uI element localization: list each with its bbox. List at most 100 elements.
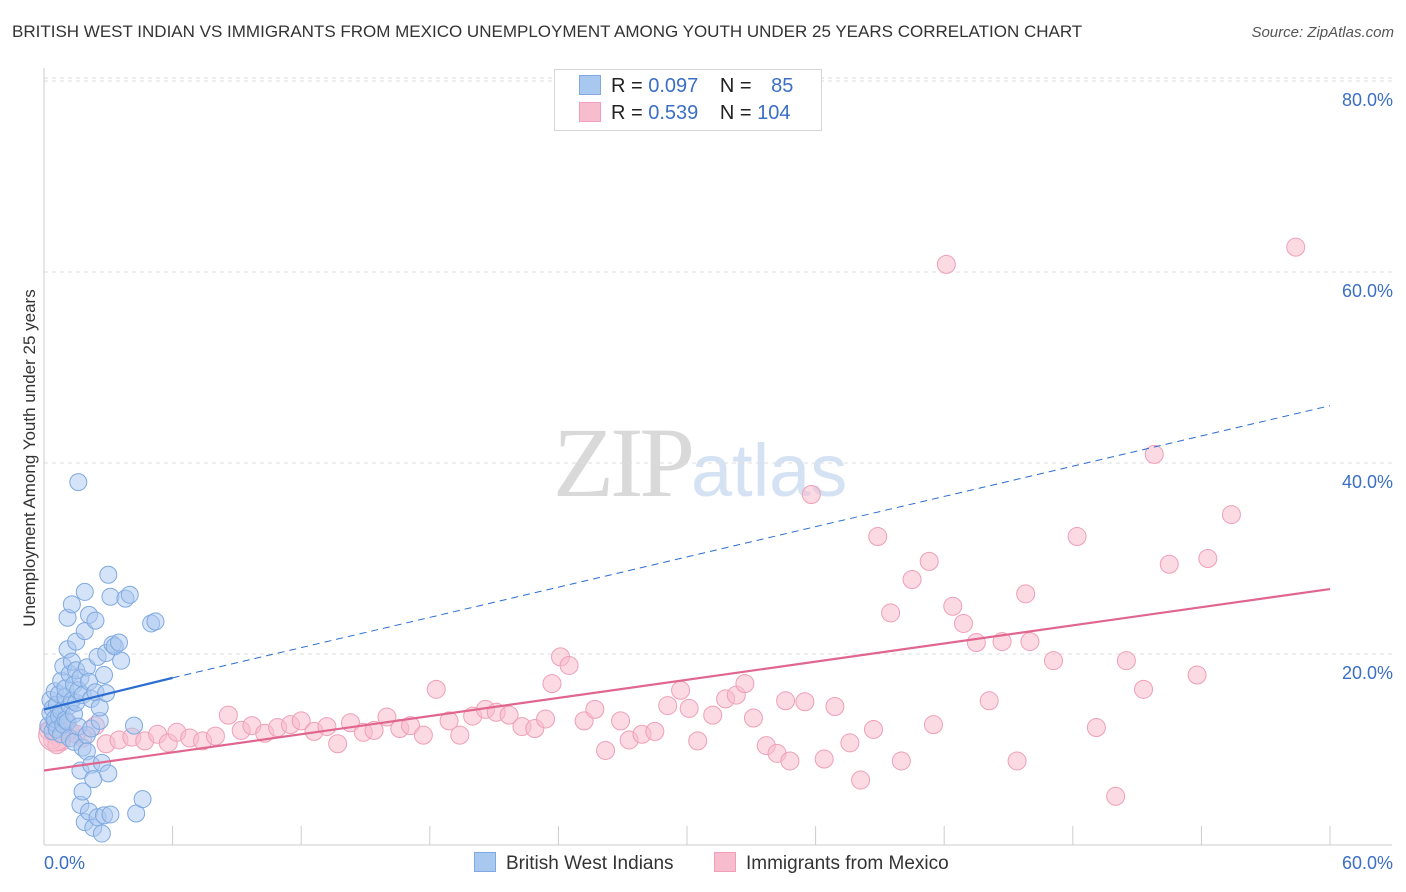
data-point-immigrants-from-mexico <box>218 705 238 725</box>
data-point-immigrants-from-mexico <box>1198 549 1218 568</box>
data-point-immigrants-from-mexico <box>801 485 821 505</box>
chart-source: Source: ZipAtlas.com <box>1251 24 1394 41</box>
y-axis-label: Unemployment Among Youth under 25 years <box>20 289 39 627</box>
y-tick-label: 20.0% <box>1342 663 1393 683</box>
chart-title: BRITISH WEST INDIAN VS IMMIGRANTS FROM M… <box>12 22 1083 41</box>
data-point-british-west-indians <box>112 651 131 670</box>
data-point-immigrants-from-mexico <box>851 770 871 790</box>
trendline-british-west-indians-extrapolated <box>172 405 1331 679</box>
data-point-immigrants-from-mexico <box>1221 505 1241 525</box>
n-label-pink: N = <box>719 102 752 124</box>
trendline-british-west-indians <box>43 676 173 711</box>
tick-label-layer: 20.0% 40.0% 60.0% 80.0% 0.0% 60.0% <box>44 90 1393 873</box>
data-point-immigrants-from-mexico <box>966 633 986 653</box>
data-point-immigrants-from-mexico <box>1067 527 1087 547</box>
pink-points-layer <box>38 237 1306 806</box>
data-point-british-west-indians <box>75 582 94 601</box>
legend-item-immigrants-from-mexico[interactable]: Immigrants from Mexico <box>714 852 949 876</box>
data-point-immigrants-from-mexico <box>780 751 800 771</box>
blue-swatch <box>579 75 601 95</box>
data-point-immigrants-from-mexico <box>679 698 699 718</box>
y-tick-label: 80.0% <box>1342 90 1393 110</box>
data-point-immigrants-from-mexico <box>450 725 470 745</box>
pink-swatch <box>579 102 601 122</box>
data-point-british-west-indians <box>99 764 118 783</box>
data-point-immigrants-from-mexico <box>542 674 562 694</box>
data-point-immigrants-from-mexico <box>703 705 723 725</box>
data-point-british-west-indians <box>101 587 120 606</box>
data-point-immigrants-from-mexico <box>559 655 579 675</box>
data-point-immigrants-from-mexico <box>825 697 845 717</box>
data-point-immigrants-from-mexico <box>426 679 446 699</box>
data-point-immigrants-from-mexico <box>1159 554 1179 574</box>
r-value-blue: 0.097 <box>648 75 699 97</box>
data-point-immigrants-from-mexico <box>291 711 311 731</box>
correlation-stats-box: R = 0.097 N = 85 R = 0.539 N = 104 <box>554 69 822 131</box>
data-point-british-west-indians <box>62 595 81 614</box>
data-point-british-west-indians <box>99 565 118 584</box>
trend-layer <box>43 405 1331 772</box>
data-point-immigrants-from-mexico <box>364 720 384 740</box>
r-label-pink: R = <box>611 102 643 124</box>
data-point-immigrants-from-mexico <box>596 740 616 760</box>
data-point-immigrants-from-mexico <box>776 691 796 711</box>
data-point-british-west-indians <box>125 716 144 735</box>
data-point-british-west-indians <box>84 770 103 789</box>
data-point-immigrants-from-mexico <box>1286 237 1306 257</box>
data-point-immigrants-from-mexico <box>814 749 834 769</box>
blue-points-layer <box>39 473 165 843</box>
legend-swatch-pink <box>714 852 736 872</box>
data-point-british-west-indians <box>146 612 165 631</box>
data-point-immigrants-from-mexico <box>936 254 956 274</box>
data-point-immigrants-from-mexico <box>919 551 939 571</box>
data-point-immigrants-from-mexico <box>611 711 631 731</box>
data-point-immigrants-from-mexico <box>923 715 943 735</box>
data-point-immigrants-from-mexico <box>317 717 337 737</box>
data-point-immigrants-from-mexico <box>1086 718 1106 738</box>
data-point-immigrants-from-mexico <box>868 527 888 547</box>
data-point-immigrants-from-mexico <box>1134 679 1154 699</box>
data-point-british-west-indians <box>133 790 152 809</box>
data-point-immigrants-from-mexico <box>645 721 665 741</box>
y-tick-label: 40.0% <box>1342 472 1393 492</box>
data-point-british-west-indians <box>95 666 114 685</box>
data-point-immigrants-from-mexico <box>439 711 459 731</box>
legend-swatch-blue <box>474 852 496 872</box>
n-label-blue: N = <box>719 75 752 97</box>
data-point-british-west-indians <box>110 633 129 652</box>
legend-label-pink: Immigrants from Mexico <box>746 853 949 874</box>
data-point-immigrants-from-mexico <box>881 603 901 623</box>
watermark-atlas: atlas <box>691 429 848 512</box>
data-point-immigrants-from-mexico <box>328 734 348 754</box>
data-point-immigrants-from-mexico <box>1044 651 1064 671</box>
data-point-immigrants-from-mexico <box>979 691 999 711</box>
data-point-immigrants-from-mexico <box>499 705 519 725</box>
data-point-immigrants-from-mexico <box>863 719 883 739</box>
y-tick-label: 60.0% <box>1342 281 1393 301</box>
data-point-immigrants-from-mexico <box>743 708 763 728</box>
data-point-immigrants-from-mexico <box>902 570 922 590</box>
x-tick-label-start: 0.0% <box>44 853 85 873</box>
data-point-immigrants-from-mexico <box>671 680 691 700</box>
data-point-immigrants-from-mexico <box>735 674 755 694</box>
data-point-immigrants-from-mexico <box>688 731 708 751</box>
data-point-immigrants-from-mexico <box>840 733 860 753</box>
data-point-immigrants-from-mexico <box>1016 584 1036 604</box>
data-point-immigrants-from-mexico <box>1106 786 1126 806</box>
data-point-immigrants-from-mexico <box>1007 751 1027 771</box>
n-value-blue: 85 <box>771 75 794 97</box>
stat-row-pink: R = 0.539 N = 104 <box>579 102 791 126</box>
data-point-immigrants-from-mexico <box>413 725 433 745</box>
r-value-pink: 0.539 <box>648 102 699 124</box>
data-point-immigrants-from-mexico <box>585 699 605 719</box>
data-point-british-west-indians <box>73 782 92 801</box>
trendline-immigrants-from-mexico <box>43 587 1331 772</box>
legend-label-blue: British West Indians <box>506 853 674 874</box>
legend-item-british-west-indians[interactable]: British West Indians <box>474 852 674 876</box>
data-point-immigrants-from-mexico <box>536 709 556 729</box>
data-point-british-west-indians <box>86 611 105 630</box>
data-point-immigrants-from-mexico <box>992 632 1012 652</box>
data-point-immigrants-from-mexico <box>953 613 973 633</box>
stat-row-blue: R = 0.097 N = 85 <box>579 75 793 99</box>
